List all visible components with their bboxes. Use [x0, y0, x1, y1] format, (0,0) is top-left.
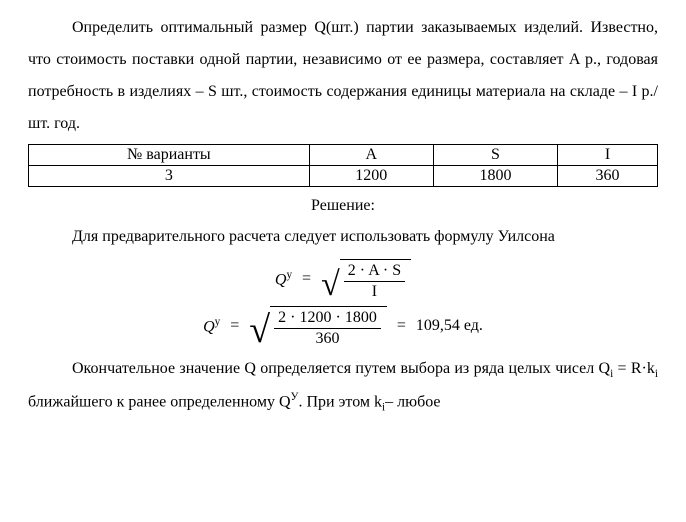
final-text-4: . При этом k: [298, 393, 382, 410]
problem-text: Определить оптимальный размер Q(шт.) пар…: [28, 19, 658, 132]
formula-result: 109,54 ед.: [416, 316, 483, 337]
fraction: 2 · A · S I: [344, 262, 405, 300]
formula-lhs: Qу: [275, 268, 292, 291]
equals-sign: =: [393, 316, 410, 337]
equals-sign: =: [298, 269, 315, 290]
fraction-numerator: 2 · 1200 · 1800: [274, 309, 381, 329]
fraction-denominator: 360: [274, 329, 381, 348]
col-header-a: A: [309, 145, 433, 166]
cell-variant: 3: [29, 166, 310, 187]
subscript-i: i: [655, 369, 658, 381]
col-header-i: I: [558, 145, 658, 166]
col-header-s: S: [433, 145, 557, 166]
final-text-3: ближайшего к ранее определенному Q: [28, 393, 291, 410]
radical-icon: √: [249, 311, 270, 349]
table-row: 3 1200 1800 360: [29, 166, 658, 187]
fraction: 2 · 1200 · 1800 360: [274, 309, 381, 347]
final-text-2: = R·k: [613, 360, 655, 377]
final-paragraph: Окончательное значение Q определяется пу…: [28, 353, 658, 419]
cell-a: 1200: [309, 166, 433, 187]
final-text-5: – любое: [385, 393, 440, 410]
sqrt-expression: √ 2 · A · S I: [321, 259, 411, 300]
final-text-1: Окончательное значение Q определяется пу…: [72, 360, 610, 377]
wilson-intro-text: Для предварительного расчета следует исп…: [72, 228, 555, 245]
symbol-Q: Q: [203, 319, 215, 336]
sqrt-expression: √ 2 · 1200 · 1800 360: [249, 306, 387, 347]
fraction-numerator: 2 · A · S: [344, 262, 405, 282]
problem-paragraph: Определить оптимальный размер Q(шт.) пар…: [28, 12, 658, 140]
equals-sign: =: [226, 316, 243, 337]
fraction-denominator: I: [344, 282, 405, 301]
parameters-table: № варианты A S I 3 1200 1800 360: [28, 144, 658, 187]
solution-heading: Решение:: [28, 197, 658, 215]
cell-i: 360: [558, 166, 658, 187]
superscript-y: у: [215, 316, 221, 328]
formula-wilson-symbolic: Qу = √ 2 · A · S I: [28, 259, 658, 300]
col-header-variant: № варианты: [29, 145, 310, 166]
cell-s: 1800: [433, 166, 557, 187]
radical-icon: √: [321, 268, 340, 302]
wilson-intro-paragraph: Для предварительного расчета следует исп…: [28, 221, 658, 253]
symbol-Q: Q: [275, 271, 287, 288]
superscript-y: у: [286, 269, 292, 281]
formula-wilson-numeric: Qу = √ 2 · 1200 · 1800 360 = 109,54 ед.: [28, 306, 658, 347]
formula-lhs: Qу: [203, 315, 220, 338]
table-row: № варианты A S I: [29, 145, 658, 166]
